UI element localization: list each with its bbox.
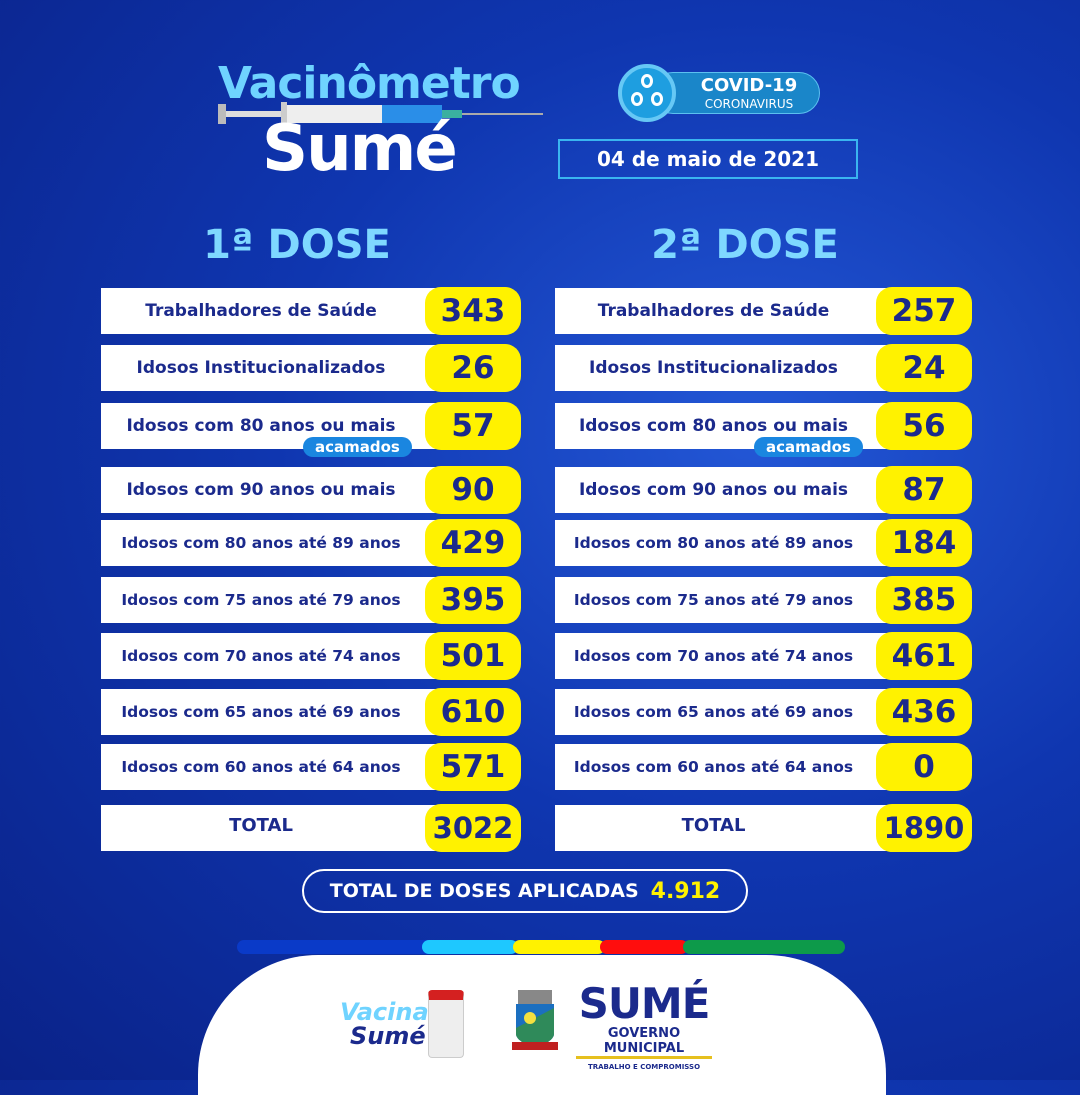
row-value: 436 [876, 688, 972, 736]
total-value: 3022 [425, 804, 521, 852]
stripe-yellow [513, 940, 605, 954]
row-label: Idosos com 80 anos até 89 anos [121, 534, 401, 552]
vacina-sume-logo: Vacina Sumé [340, 1000, 429, 1048]
row-label: Idosos com 65 anos até 69 anos [573, 703, 854, 721]
row-value: 184 [876, 519, 972, 567]
row-label: Idosos Institucionalizados [589, 358, 838, 378]
row-value: 501 [425, 632, 521, 680]
row-label: Idosos com 80 anos ou mais [578, 416, 849, 436]
row-value: 0 [876, 743, 972, 791]
row-label: Idosos com 60 anos até 64 anos [121, 758, 401, 776]
logo2-motto: TRABALHO E COMPROMISSO [587, 1063, 701, 1071]
row-value: 610 [425, 688, 521, 736]
row-label: Idosos com 80 anos até 89 anos [573, 534, 854, 552]
dose2-row: Idosos com 70 anos até 74 anos [555, 633, 896, 679]
logo1-line2: Sumé [350, 1022, 426, 1050]
vaccine-vial-icon [428, 990, 464, 1058]
row-label: Idosos com 90 anos ou mais [578, 480, 849, 500]
row-label: Idosos com 60 anos até 64 anos [573, 758, 854, 776]
grand-total-label: TOTAL DE DOSES APLICADAS [329, 880, 639, 902]
row-value: 26 [425, 344, 521, 392]
dose1-heading: 1ª DOSE [203, 222, 391, 268]
syringe-icon [218, 102, 543, 126]
dose1-row: Idosos com 80 anos até 89 anos [101, 520, 445, 566]
stripe-cyan [422, 940, 518, 954]
dose2-row: Idosos com 80 anos até 89 anos [555, 520, 896, 566]
row-label: Idosos Institucionalizados [136, 358, 386, 378]
dose2-row: Idosos com 60 anos até 64 anos [555, 744, 896, 790]
total-value: 1890 [876, 804, 972, 852]
grand-total-value: 4.912 [650, 878, 721, 904]
dose2-row: Trabalhadores de Saúde [555, 288, 896, 334]
dose2-total-row: TOTAL [555, 805, 896, 851]
logo1-line1: Vacina [340, 998, 429, 1026]
dose2-row: Idosos Institucionalizados [555, 345, 896, 391]
row-value: 57 [425, 402, 521, 450]
logo2-subtitle: GOVERNO MUNICIPAL [576, 1026, 712, 1059]
row-value: 257 [876, 287, 972, 335]
sume-government-logo: SUMÉ GOVERNO MUNICIPAL TRABALHO E COMPRO… [576, 982, 712, 1071]
row-value: 571 [425, 743, 521, 791]
row-label: Trabalhadores de Saúde [145, 301, 377, 321]
row-label: Trabalhadores de Saúde [597, 301, 830, 321]
covid-badge-subtitle: CORONAVIRUS [704, 97, 794, 111]
dose1-row: Idosos com 65 anos até 69 anos [101, 689, 445, 735]
date-box: 04 de maio de 2021 [558, 139, 858, 179]
total-label: TOTAL [229, 815, 293, 836]
virus-icon [618, 64, 676, 122]
dose1-row: Idosos com 90 anos ou mais [101, 467, 445, 513]
dose1-row: Trabalhadores de Saúde [101, 288, 445, 334]
stripe-blue [237, 940, 437, 954]
dose1-row: Idosos Institucionalizados [101, 345, 445, 391]
row-value: 90 [425, 466, 521, 514]
row-value: 461 [876, 632, 972, 680]
grand-total-box: TOTAL DE DOSES APLICADAS 4.912 [302, 869, 748, 913]
title-vacinometro: Vacinômetro [218, 58, 521, 109]
dose2-row: Idosos com 75 anos até 79 anos [555, 577, 896, 623]
stripe-green [683, 940, 845, 954]
logo2-title: SUMÉ [578, 979, 711, 1028]
covid-badge: COVID-19 CORONAVIRUS [652, 72, 820, 114]
row-value: 429 [425, 519, 521, 567]
row-label: Idosos com 75 anos até 79 anos [573, 591, 854, 609]
row-value: 24 [876, 344, 972, 392]
dose1-row: Idosos com 70 anos até 74 anos [101, 633, 445, 679]
acamados-tag: acamados [303, 437, 412, 457]
dose1-row: Idosos com 60 anos até 64 anos [101, 744, 445, 790]
row-label: Idosos com 80 anos ou mais [126, 416, 396, 436]
dose1-row: Idosos com 75 anos até 79 anos [101, 577, 445, 623]
row-value: 395 [425, 576, 521, 624]
row-label: Idosos com 70 anos até 74 anos [121, 647, 401, 665]
row-value: 385 [876, 576, 972, 624]
acamados-tag: acamados [754, 437, 863, 457]
dose2-row: Idosos com 65 anos até 69 anos [555, 689, 896, 735]
row-label: Idosos com 65 anos até 69 anos [121, 703, 401, 721]
total-label: TOTAL [681, 815, 746, 836]
row-label: Idosos com 90 anos ou mais [126, 480, 396, 500]
row-value: 56 [876, 402, 972, 450]
title-sume: Sumé [262, 112, 458, 186]
dose2-row: Idosos com 90 anos ou mais [555, 467, 896, 513]
stripe-red [600, 940, 688, 954]
row-label: Idosos com 70 anos até 74 anos [573, 647, 854, 665]
row-label: Idosos com 75 anos até 79 anos [121, 591, 401, 609]
covid-badge-title: COVID-19 [700, 75, 798, 96]
row-value: 343 [425, 287, 521, 335]
dose1-total-row: TOTAL [101, 805, 445, 851]
row-value: 87 [876, 466, 972, 514]
dose2-heading: 2ª DOSE [651, 222, 839, 268]
coat-of-arms-icon [512, 990, 558, 1050]
